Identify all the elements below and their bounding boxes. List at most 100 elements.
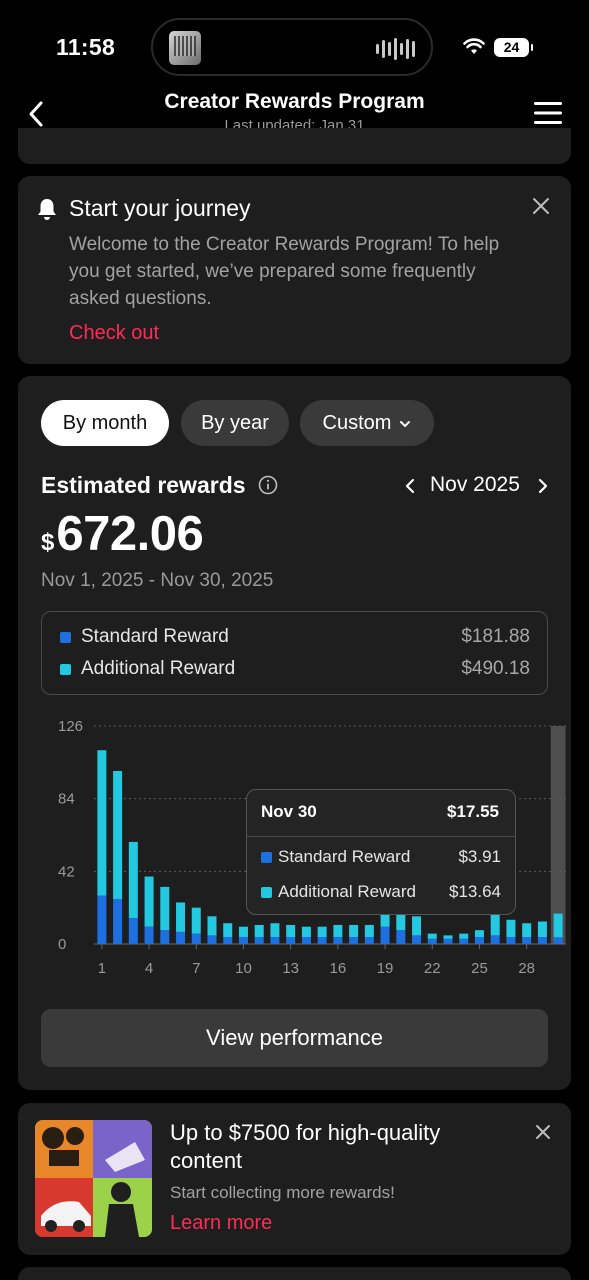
check-out-link[interactable]: Check out xyxy=(69,322,160,344)
bar-standard-reward xyxy=(144,926,154,944)
additional-reward-swatch xyxy=(261,886,272,898)
tooltip-row-additional: Additional Reward $13.64 xyxy=(261,882,501,902)
legend-additional-reward: Additional Reward $490.18 xyxy=(60,654,530,684)
close-icon[interactable] xyxy=(534,1123,552,1141)
page-title: Creator Rewards Program xyxy=(164,90,425,113)
bar-standard-reward xyxy=(349,937,359,944)
view-performance-button[interactable]: View performance xyxy=(41,1009,548,1067)
x-tick-label: 28 xyxy=(518,960,535,977)
x-tick-label: 7 xyxy=(192,960,200,977)
x-tick-label: 19 xyxy=(377,960,394,977)
bell-icon xyxy=(38,199,56,220)
currency-symbol: $ xyxy=(41,529,55,556)
tab-custom[interactable]: Custom xyxy=(300,400,434,446)
tab-by-month[interactable]: By month xyxy=(41,400,169,446)
tooltip-row-standard: Standard Reward $3.91 xyxy=(261,847,501,867)
bar-additional-reward xyxy=(207,916,217,936)
legend-value: $490.18 xyxy=(461,658,530,679)
bar-standard-reward xyxy=(333,937,343,944)
bar-additional-reward xyxy=(443,935,453,939)
promo-illustration xyxy=(35,1120,152,1237)
bar-additional-reward xyxy=(553,913,563,938)
bar-additional-reward xyxy=(270,923,280,938)
promo-card[interactable]: Up to $7500 for high-quality content Sta… xyxy=(18,1103,571,1255)
bar-additional-reward xyxy=(254,924,264,938)
status-time: 11:58 xyxy=(56,34,116,60)
close-icon[interactable] xyxy=(530,195,552,217)
additional-reward-swatch xyxy=(60,663,71,675)
journey-card: Start your journey Welcome to the Creato… xyxy=(18,176,571,364)
bar-standard-reward xyxy=(160,930,170,944)
bar-standard-reward xyxy=(286,937,296,944)
tooltip-date: Nov 30 xyxy=(261,802,317,821)
bar-standard-reward xyxy=(97,895,107,944)
tab-custom-label: Custom xyxy=(322,411,392,434)
tooltip-divider xyxy=(247,836,515,837)
bar-standard-reward xyxy=(207,935,217,944)
tooltip-total: $17.55 xyxy=(447,802,499,821)
bar-standard-reward xyxy=(238,937,248,944)
bar-standard-reward xyxy=(128,918,138,944)
bar-additional-reward xyxy=(506,919,516,938)
battery-indicator: 24 xyxy=(494,38,533,57)
legend-label: Standard Reward xyxy=(81,626,229,647)
bar-additional-reward xyxy=(412,916,422,936)
tooltip-label: Standard Reward xyxy=(278,847,411,866)
bar-additional-reward xyxy=(522,923,532,938)
bar-additional-reward xyxy=(223,923,233,938)
bar-standard-reward xyxy=(506,937,516,944)
previous-card-partial xyxy=(18,128,571,164)
bar-standard-reward xyxy=(254,937,264,944)
dynamic-island[interactable] xyxy=(151,18,433,76)
bar-standard-reward xyxy=(301,937,311,944)
bar-additional-reward xyxy=(537,921,547,938)
bar-additional-reward xyxy=(396,914,406,931)
promo-subtitle: Start collecting more rewards! xyxy=(170,1183,395,1202)
x-tick-label: 1 xyxy=(98,960,106,977)
tooltip-value: $3.91 xyxy=(458,847,501,866)
reward-amount: $ 672.06 xyxy=(41,506,204,562)
bar-additional-reward xyxy=(490,914,500,936)
bar-standard-reward xyxy=(522,937,532,944)
x-tick-label: 4 xyxy=(145,960,153,977)
bar-standard-reward xyxy=(364,937,374,944)
legend-standard-reward: Standard Reward $181.88 xyxy=(60,622,530,652)
bar-additional-reward xyxy=(333,924,343,938)
bar-additional-reward xyxy=(97,750,107,896)
bar-additional-reward xyxy=(301,926,311,938)
bar-standard-reward xyxy=(396,930,406,944)
bar-standard-reward xyxy=(317,937,327,944)
bar-additional-reward xyxy=(160,886,170,931)
back-button[interactable] xyxy=(18,96,54,132)
x-tick-label: 25 xyxy=(471,960,488,977)
status-bar: 11:58 24 xyxy=(0,0,589,90)
bar-additional-reward xyxy=(191,907,201,934)
estimated-rewards-label: Estimated rewards xyxy=(41,472,246,498)
legend-label: Additional Reward xyxy=(81,658,236,679)
bar-additional-reward xyxy=(144,876,154,927)
next-card-partial xyxy=(18,1267,571,1280)
bar-additional-reward xyxy=(128,841,138,919)
bar-additional-reward xyxy=(474,930,484,938)
chevron-left-icon[interactable] xyxy=(402,476,418,496)
standard-reward-swatch xyxy=(261,851,272,863)
bar-standard-reward xyxy=(412,935,422,944)
y-tick-label: 84 xyxy=(58,791,75,808)
bar-additional-reward xyxy=(380,914,390,927)
bar-standard-reward xyxy=(537,937,547,944)
amount-value: 672.06 xyxy=(56,507,204,561)
x-tick-label: 13 xyxy=(282,960,299,977)
chevron-right-icon[interactable] xyxy=(535,476,551,496)
legend-value: $181.88 xyxy=(461,626,530,647)
bar-additional-reward xyxy=(427,933,437,939)
bar-standard-reward xyxy=(380,926,390,944)
standard-reward-swatch xyxy=(60,631,71,643)
learn-more-link[interactable]: Learn more xyxy=(170,1212,273,1234)
hamburger-menu-icon[interactable] xyxy=(530,98,566,128)
bar-standard-reward xyxy=(270,937,280,944)
tab-by-year[interactable]: By year xyxy=(181,400,289,446)
x-tick-label: 22 xyxy=(424,960,441,977)
chevron-left-icon xyxy=(29,101,43,127)
bar-standard-reward xyxy=(191,933,201,944)
info-icon[interactable] xyxy=(258,475,278,495)
